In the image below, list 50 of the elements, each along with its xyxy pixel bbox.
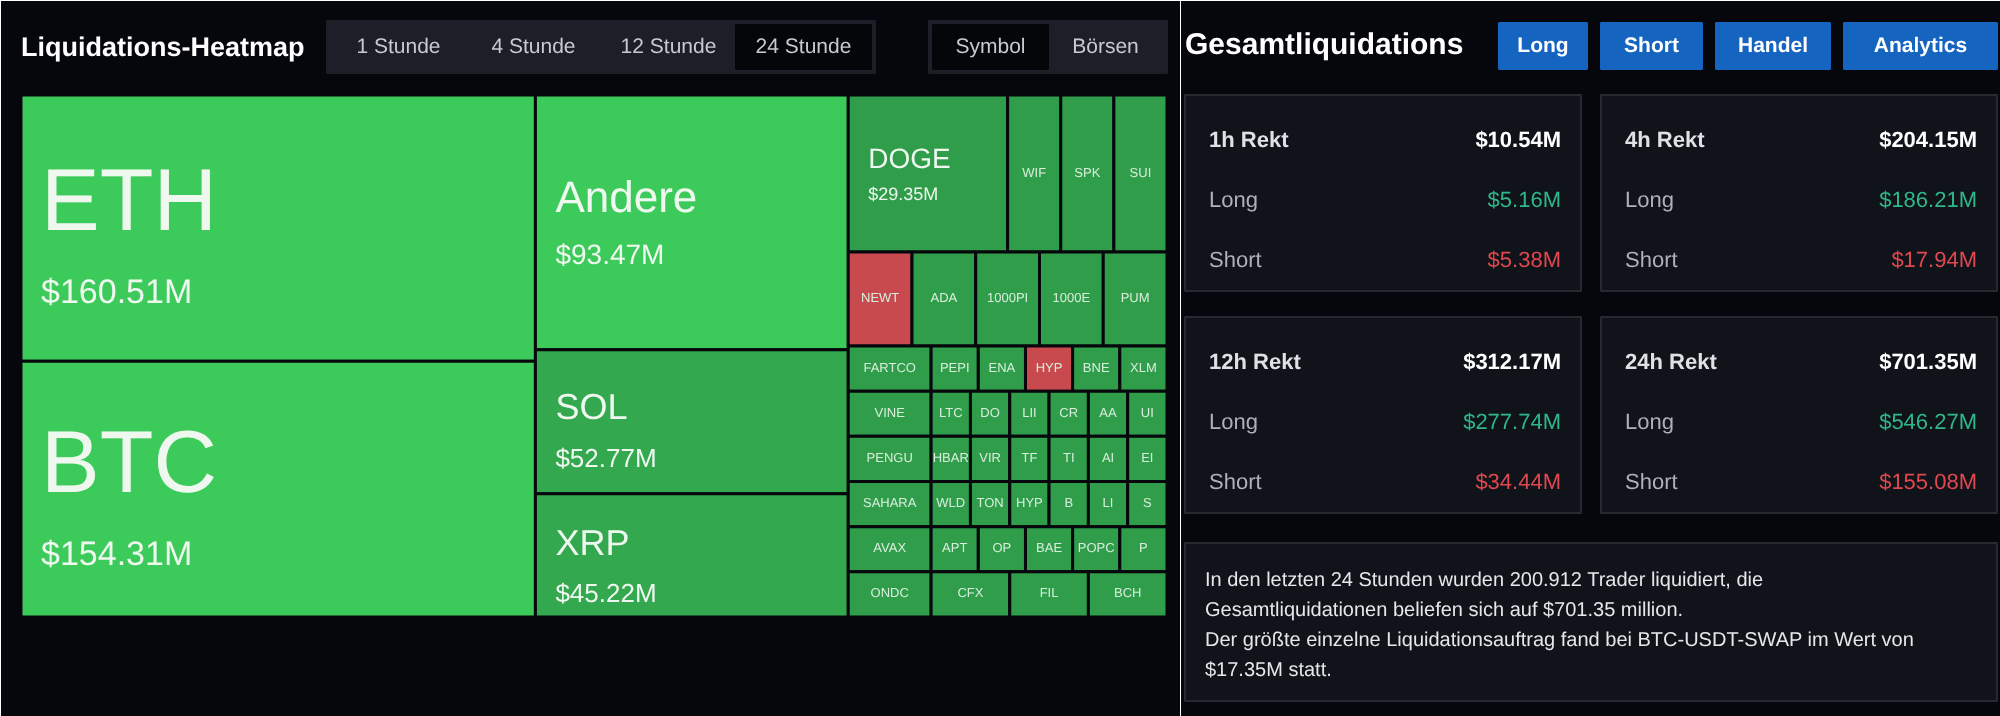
text: Handel (1737, 34, 1809, 58)
text: $10.54M (1475, 129, 1562, 153)
data-label: $93.47M (555, 238, 665, 271)
text: Symbol (955, 35, 1026, 59)
text: $186.21M (1879, 189, 1978, 213)
text: Short (1209, 471, 1262, 495)
text: Börsen (1072, 35, 1140, 59)
text: 1h Rekt (1209, 129, 1289, 153)
data-label: $52.77M (555, 442, 657, 473)
text: $204.15M (1879, 129, 1978, 153)
category-label: BTC (41, 414, 217, 513)
text: Gesamtliquidations (1185, 28, 1464, 62)
text: Short (1209, 249, 1262, 273)
text: 1 Stunde (356, 35, 441, 59)
text: 24 Stunde (755, 35, 852, 59)
category-label: ETH (41, 152, 217, 251)
text: Long (1209, 189, 1258, 213)
text: 12h Rekt (1209, 351, 1301, 375)
data-label: $154.31M (41, 534, 193, 573)
text: Long (1209, 411, 1258, 435)
text: Liquidations-Heatmap (21, 32, 305, 62)
text: 24h Rekt (1625, 351, 1717, 375)
text: In den letzten 24 Stunden wurden 200.912 Trader liquidiert, die Gesamtliquidationen beliefen sich auf $701.35 million. (1205, 570, 1765, 622)
data-label: $29.35M (868, 184, 939, 205)
text: $701.35M (1879, 351, 1978, 375)
text: $277.74M (1463, 411, 1562, 435)
text: Short (1624, 34, 1680, 58)
text: 12 Stunde (620, 35, 717, 59)
text: $34.44M (1475, 471, 1562, 495)
text: Long (1517, 34, 1569, 58)
text: Short (1625, 471, 1678, 495)
text: 4h Rekt (1625, 129, 1705, 153)
text: Der größte einzelne Liquidationsauftrag fand bei BTC-USDT-SWAP im Wert von $17.35M statt. (1205, 630, 1914, 682)
data-label: $160.51M (41, 272, 193, 311)
text: $155.08M (1879, 471, 1978, 495)
text: $17.94M (1891, 249, 1978, 273)
text: $312.17M (1463, 351, 1562, 375)
text: $5.38M (1487, 249, 1562, 273)
text: $546.27M (1879, 411, 1978, 435)
category-label: XRP (555, 523, 630, 564)
text: 4 Stunde (491, 35, 576, 59)
data-label: $45.22M (555, 578, 657, 609)
category-label: SOL (555, 387, 628, 428)
text: Analytics (1873, 34, 1968, 58)
category-label: DOGE (868, 141, 951, 174)
text: Long (1625, 411, 1674, 435)
text: Short (1625, 249, 1678, 273)
category-label: Andere (555, 171, 698, 222)
text: Long (1625, 189, 1674, 213)
text: $5.16M (1487, 189, 1562, 213)
